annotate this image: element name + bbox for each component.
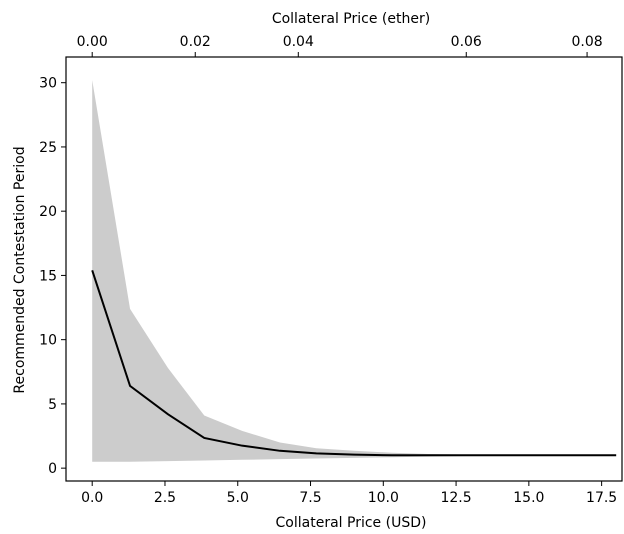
x-tick-label: 15.0 [513, 490, 544, 506]
axes-layer [65, 56, 623, 482]
x-axis-label: Collateral Price (USD) [276, 515, 427, 531]
x-tick-label: 5.0 [227, 490, 249, 506]
y-tick-label: 30 [39, 76, 57, 92]
y-tick-label: 25 [39, 140, 57, 156]
x-tick-label: 12.5 [440, 490, 471, 506]
y-ticks: 0 5 10 15 20 25 30 [39, 76, 66, 477]
top-x-tick-label: 0.06 [451, 34, 482, 50]
y-axis-label: Recommended Contestation Period [12, 146, 28, 393]
y-tick-label: 20 [39, 204, 57, 220]
top-x-ticks: 0.00 0.02 0.04 0.06 0.08 [77, 34, 603, 57]
y-tick-label: 10 [39, 333, 57, 349]
top-x-tick-label: 0.08 [571, 34, 602, 50]
plot-frame [65, 56, 623, 482]
y-tick-label: 0 [48, 461, 57, 477]
top-x-axis-label: Collateral Price (ether) [272, 11, 430, 27]
x-tick-label: 2.5 [154, 490, 176, 506]
y-tick-label: 15 [39, 268, 57, 284]
x-tick-label: 10.0 [368, 490, 399, 506]
top-x-tick-label: 0.04 [283, 34, 314, 50]
x-ticks: 0.0 2.5 5.0 7.5 10.0 12.5 15.0 17.5 [81, 481, 617, 506]
top-x-tick-label: 0.00 [77, 34, 108, 50]
line-layer [91, 269, 617, 457]
series-line-0 [91, 269, 617, 457]
x-tick-label: 7.5 [299, 490, 321, 506]
x-tick-label: 0.0 [81, 490, 103, 506]
x-tick-label: 17.5 [586, 490, 617, 506]
band-layer [92, 80, 617, 462]
uncertainty-band [92, 80, 617, 462]
top-x-tick-label: 0.02 [180, 34, 211, 50]
y-tick-label: 5 [48, 397, 57, 413]
